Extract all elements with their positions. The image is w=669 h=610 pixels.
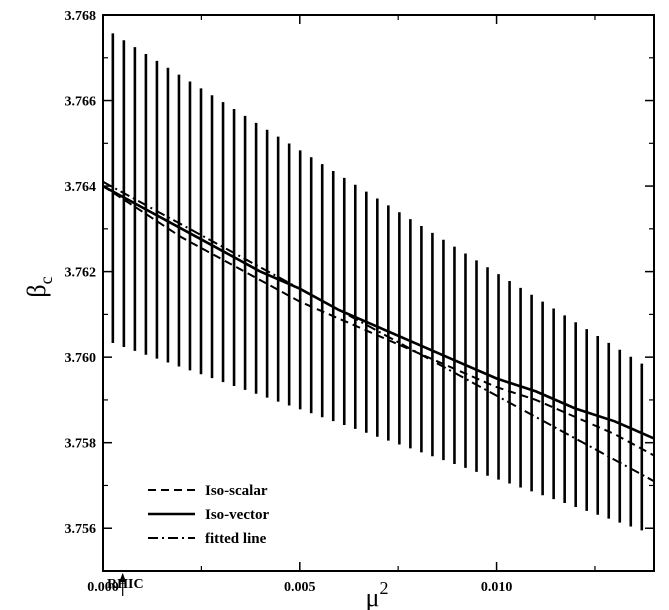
legend: Iso-scalar Iso-vector fitted line [148, 483, 269, 547]
x-axis-title: μ2 [366, 578, 389, 610]
y-tick-label: 3.758 [65, 437, 97, 452]
error-bars [113, 33, 642, 530]
y-axis-title: βc [22, 276, 56, 297]
y-tick-label: 3.762 [65, 266, 97, 281]
x-tick-label: 0.010 [481, 580, 513, 595]
y-tick-label: 3.764 [65, 180, 97, 195]
y-tick-label: 3.760 [65, 351, 97, 366]
legend-label-iso-scalar: Iso-scalar [205, 483, 268, 499]
y-tick-label: 3.768 [65, 9, 97, 24]
y-tick-label: 3.766 [65, 95, 97, 110]
legend-label-fitted-line: fitted line [205, 531, 267, 547]
axis-ticks: 0.000 0.005 0.0103.7563.7583.7603.7623.764… [65, 9, 655, 595]
rhic-label: RHIC [107, 577, 144, 592]
y-tick-label: 3.756 [65, 522, 97, 537]
legend-label-iso-vector: Iso-vector [205, 507, 269, 523]
x-tick-label: 0.005 [284, 580, 316, 595]
